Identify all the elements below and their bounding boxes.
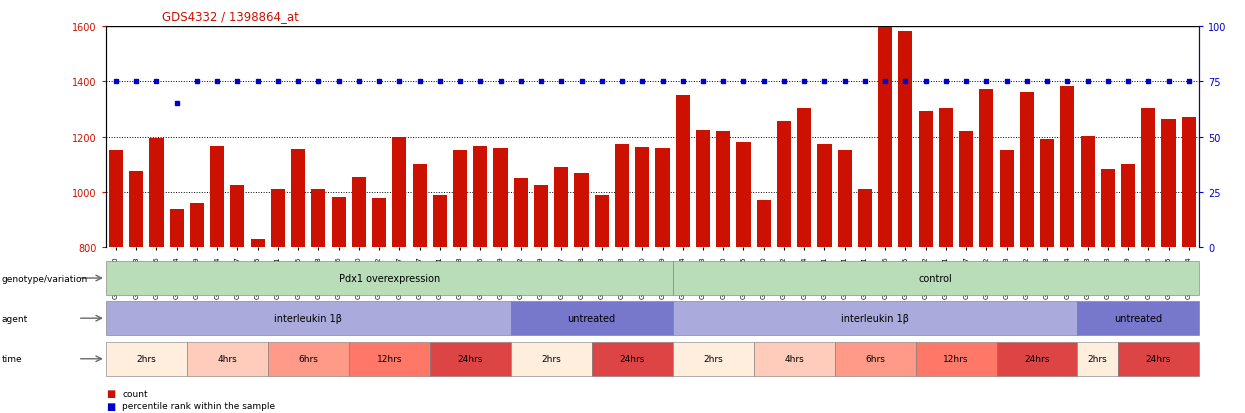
Text: 4hrs: 4hrs xyxy=(784,354,804,363)
Bar xyxy=(655,149,670,248)
Bar xyxy=(331,197,346,248)
Text: ■: ■ xyxy=(106,401,115,411)
Text: 2hrs: 2hrs xyxy=(542,354,561,363)
Text: GDS4332 / 1398864_at: GDS4332 / 1398864_at xyxy=(162,10,299,23)
Bar xyxy=(716,132,731,248)
Bar xyxy=(838,151,852,248)
Bar xyxy=(1000,150,1013,248)
Bar xyxy=(980,90,994,248)
Bar xyxy=(230,186,244,248)
Bar xyxy=(210,147,224,248)
Text: 2hrs: 2hrs xyxy=(137,354,156,363)
Bar xyxy=(271,190,285,248)
Bar xyxy=(250,240,265,248)
Text: 2hrs: 2hrs xyxy=(1088,354,1108,363)
Bar xyxy=(291,150,305,248)
Bar xyxy=(635,148,650,248)
Text: Pdx1 overexpression: Pdx1 overexpression xyxy=(339,273,439,283)
Bar xyxy=(959,131,974,248)
Bar xyxy=(311,190,325,248)
Bar xyxy=(169,209,184,248)
Text: untreated: untreated xyxy=(1114,313,1163,323)
Bar xyxy=(473,146,487,248)
Text: count: count xyxy=(122,389,148,398)
Bar xyxy=(412,165,427,248)
Bar xyxy=(534,186,548,248)
Text: ■: ■ xyxy=(106,388,115,398)
Bar xyxy=(595,195,609,248)
Bar xyxy=(433,195,447,248)
Text: 6hrs: 6hrs xyxy=(299,354,319,363)
Bar xyxy=(797,109,812,248)
Bar xyxy=(108,151,123,248)
Bar xyxy=(1182,117,1196,248)
Text: interleukin 1β: interleukin 1β xyxy=(274,313,342,323)
Bar xyxy=(818,145,832,248)
Text: percentile rank within the sample: percentile rank within the sample xyxy=(122,401,275,410)
Bar xyxy=(1040,140,1055,248)
Bar xyxy=(189,204,204,248)
Bar xyxy=(1142,109,1155,248)
Bar xyxy=(1061,87,1074,248)
Text: agent: agent xyxy=(1,314,27,323)
Bar xyxy=(878,28,893,248)
Text: time: time xyxy=(1,354,22,363)
Bar xyxy=(1120,165,1135,248)
Bar xyxy=(899,32,913,248)
Bar xyxy=(453,151,467,248)
Text: 24hrs: 24hrs xyxy=(620,354,645,363)
Text: genotype/variation: genotype/variation xyxy=(1,274,87,283)
Text: 6hrs: 6hrs xyxy=(865,354,885,363)
Bar xyxy=(554,168,569,248)
Bar xyxy=(352,177,366,248)
Bar xyxy=(919,112,933,248)
Bar xyxy=(1162,120,1175,248)
Bar xyxy=(1020,93,1033,248)
Bar xyxy=(372,198,386,248)
Text: untreated: untreated xyxy=(568,313,616,323)
Bar xyxy=(514,179,528,248)
Text: 12hrs: 12hrs xyxy=(376,354,402,363)
Bar xyxy=(129,172,143,248)
Bar xyxy=(615,145,629,248)
Bar xyxy=(696,131,710,248)
Bar xyxy=(1081,137,1094,248)
Bar xyxy=(149,139,163,248)
Text: interleukin 1β: interleukin 1β xyxy=(842,313,909,323)
Bar xyxy=(1101,170,1116,248)
Bar xyxy=(676,96,690,248)
Text: 2hrs: 2hrs xyxy=(703,354,723,363)
Bar xyxy=(939,109,952,248)
Text: 24hrs: 24hrs xyxy=(1025,354,1050,363)
Bar xyxy=(574,173,589,248)
Bar xyxy=(858,189,872,248)
Text: 4hrs: 4hrs xyxy=(218,354,237,363)
Text: 12hrs: 12hrs xyxy=(944,354,969,363)
Text: 24hrs: 24hrs xyxy=(1145,354,1172,363)
Bar xyxy=(757,201,771,248)
Text: 24hrs: 24hrs xyxy=(457,354,483,363)
Bar xyxy=(736,142,751,248)
Bar xyxy=(777,122,791,248)
Text: control: control xyxy=(919,273,952,283)
Bar xyxy=(493,149,508,248)
Bar xyxy=(392,138,406,248)
